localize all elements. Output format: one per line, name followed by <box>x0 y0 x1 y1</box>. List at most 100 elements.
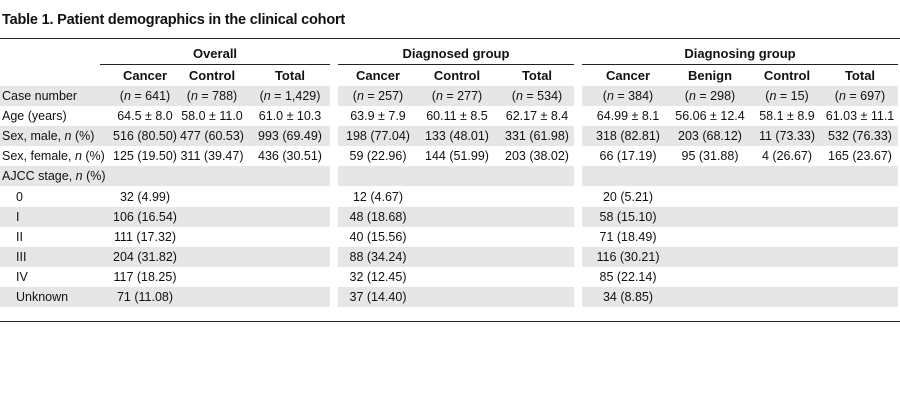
paren: ) <box>166 89 171 103</box>
row-label-part: Sex, male, <box>2 129 65 144</box>
n-symbol: n <box>263 89 271 103</box>
table-cell: 64.99 ± 8.1 <box>596 109 660 124</box>
row-label-part: II <box>16 229 23 244</box>
n-symbol: n <box>838 89 846 103</box>
equals: = <box>363 89 379 103</box>
group-header: Overall <box>192 46 238 61</box>
paren: ( <box>834 89 839 103</box>
n-symbol: n <box>688 89 696 103</box>
table-cell: 61.0 ± 10.3 <box>258 109 322 124</box>
row-label: Unknown <box>16 287 68 307</box>
table-cell: (n = 384) <box>583 86 673 106</box>
equals: = <box>695 89 711 103</box>
row-label-part: Sex, female, <box>2 149 75 164</box>
row-label: Sex, male, n (%) <box>2 126 94 146</box>
table-cell: 40 (15.56) <box>349 229 407 244</box>
row-shading <box>0 206 330 227</box>
table-cell: 20 (5.21) <box>602 189 654 204</box>
group-header: Diagnosed group <box>402 46 510 61</box>
row-label: Age (years) <box>2 106 67 126</box>
row-label-part: 0 <box>16 189 23 204</box>
equals: = <box>270 89 285 103</box>
row-shading <box>338 287 574 308</box>
equals: = <box>442 89 458 103</box>
table-cell: 62.17 ± 8.4 <box>505 109 569 124</box>
paren: ) <box>233 89 238 103</box>
table-cell: (n = 15) <box>742 86 832 106</box>
column-header: Control <box>188 68 236 83</box>
table-cell: (n = 641) <box>100 86 190 106</box>
table-cell: 34 (8.85) <box>602 290 654 304</box>
paren: ( <box>352 89 357 103</box>
paren: ) <box>478 89 483 103</box>
table-cell: 198 (77.04) <box>346 129 410 144</box>
table-cell: 477 (60.53) <box>180 129 244 144</box>
row-shading <box>582 246 898 267</box>
column-header: Total <box>274 68 306 83</box>
row-label-part: AJCC stage, <box>2 169 76 184</box>
row-shading <box>0 287 330 308</box>
paren: ( <box>765 89 770 103</box>
table-cell: 144 (51.99) <box>425 149 489 164</box>
table-cell: 71 (18.49) <box>599 229 657 244</box>
table-cell: (n = 697) <box>815 86 900 106</box>
count-value: 298 <box>710 89 732 103</box>
table-title: Table 1. Patient demographics in the cli… <box>2 12 346 28</box>
row-shading <box>0 86 330 107</box>
table-cell: 993 (69.49) <box>258 129 322 144</box>
equals: = <box>197 89 213 103</box>
count-value: 1,429 <box>284 89 317 103</box>
table-cell: 125 (19.50) <box>113 149 177 164</box>
table-cell: (n = 1,429) <box>245 86 335 106</box>
row-shading <box>582 126 898 147</box>
row-label: Sex, female, n (%) <box>2 146 105 166</box>
row-label-part: (%) <box>82 169 106 184</box>
equals: = <box>845 89 861 103</box>
table-cell: 532 (76.33) <box>828 129 892 144</box>
table-cell: 88 (34.24) <box>349 249 407 264</box>
table-cell: 58.1 ± 8.9 <box>759 109 815 124</box>
table-cell: 133 (48.01) <box>425 129 489 144</box>
n-symbol: n <box>356 89 364 103</box>
column-header: Total <box>521 68 553 83</box>
paren: ( <box>186 89 191 103</box>
table-cell: 66 (17.19) <box>599 149 657 164</box>
n-symbol: n <box>515 89 523 103</box>
row-shading <box>338 246 574 267</box>
paren: ( <box>602 89 607 103</box>
count-value: 534 <box>537 89 559 103</box>
paren: ( <box>259 89 264 103</box>
table-cell: 63.9 ± 7.9 <box>350 109 406 124</box>
table-cell: 56.06 ± 12.4 <box>675 109 745 124</box>
table-cell: 331 (61.98) <box>505 129 569 144</box>
table-cell: 165 (23.67) <box>828 149 892 164</box>
paren: ( <box>684 89 689 103</box>
table-cell: 32 (12.45) <box>349 269 407 284</box>
top-rule <box>0 38 900 39</box>
table-cell: 60.11 ± 8.5 <box>426 109 488 124</box>
table-cell: 12 (4.67) <box>352 189 404 204</box>
table-cell: 58.0 ± 11.0 <box>181 109 243 124</box>
row-shading <box>582 206 898 227</box>
row-label: 0 <box>16 187 23 207</box>
row-shading <box>338 166 574 187</box>
row-shading <box>338 86 574 107</box>
paren: ( <box>511 89 516 103</box>
table-cell: 111 (17.32) <box>113 229 177 244</box>
row-label-part: IV <box>16 269 28 284</box>
row-label-part: (%) <box>71 129 95 144</box>
column-header: Cancer <box>605 68 651 83</box>
table-cell: 4 (26.67) <box>761 149 813 164</box>
count-value: 788 <box>212 89 234 103</box>
row-label-part: Age (years) <box>2 109 67 124</box>
paren: ) <box>558 89 563 103</box>
table-cell: 61.03 ± 11.1 <box>825 109 895 124</box>
row-label: II <box>16 227 23 247</box>
table-cell: 106 (16.54) <box>113 209 177 224</box>
table-cell: 203 (38.02) <box>505 149 569 164</box>
row-label: AJCC stage, n (%) <box>2 166 106 186</box>
row-shading <box>338 126 574 147</box>
row-shading <box>582 287 898 308</box>
table-cell: 11 (73.33) <box>758 129 816 144</box>
table-cell: 58 (15.10) <box>599 209 657 224</box>
